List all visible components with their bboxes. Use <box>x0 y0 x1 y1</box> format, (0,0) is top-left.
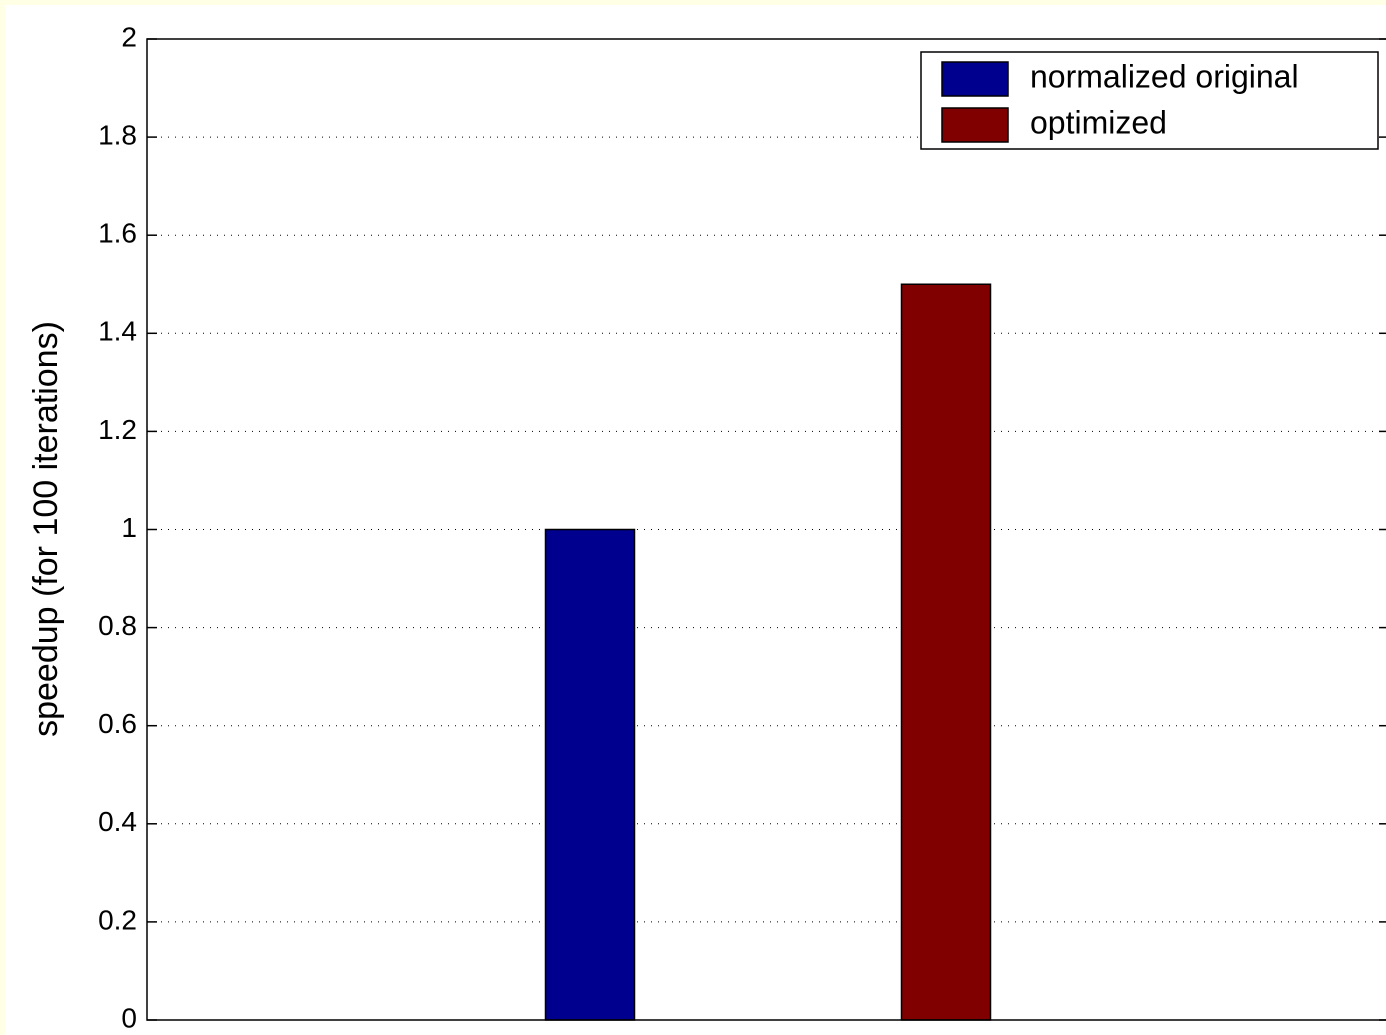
y-tick-label: 1.4 <box>98 316 137 347</box>
y-tick-label: 0.6 <box>98 708 137 739</box>
legend-label: optimized <box>1030 104 1167 140</box>
plot-frame <box>146 38 1386 1021</box>
y-tick-label: 2 <box>121 21 137 52</box>
y-tick-label: 0 <box>121 1002 137 1033</box>
y-tick-label: 1 <box>121 512 137 543</box>
legend-label: normalized original <box>1030 58 1299 94</box>
y-tick-label: 0.8 <box>98 610 137 641</box>
y-tick-label: 1.8 <box>98 119 137 150</box>
bar <box>544 528 636 1021</box>
bar <box>900 283 992 1021</box>
y-tick-label: 1.2 <box>98 414 137 445</box>
y-tick-label: 1.6 <box>98 218 137 249</box>
legend-swatch <box>941 61 1009 97</box>
y-tick-label: 0.4 <box>98 806 137 837</box>
legend-swatch <box>941 107 1009 143</box>
y-axis-label: speedup (for 100 iterations) <box>27 321 65 737</box>
y-tick-label: 0.2 <box>98 904 137 935</box>
plot-area <box>147 39 1386 1020</box>
